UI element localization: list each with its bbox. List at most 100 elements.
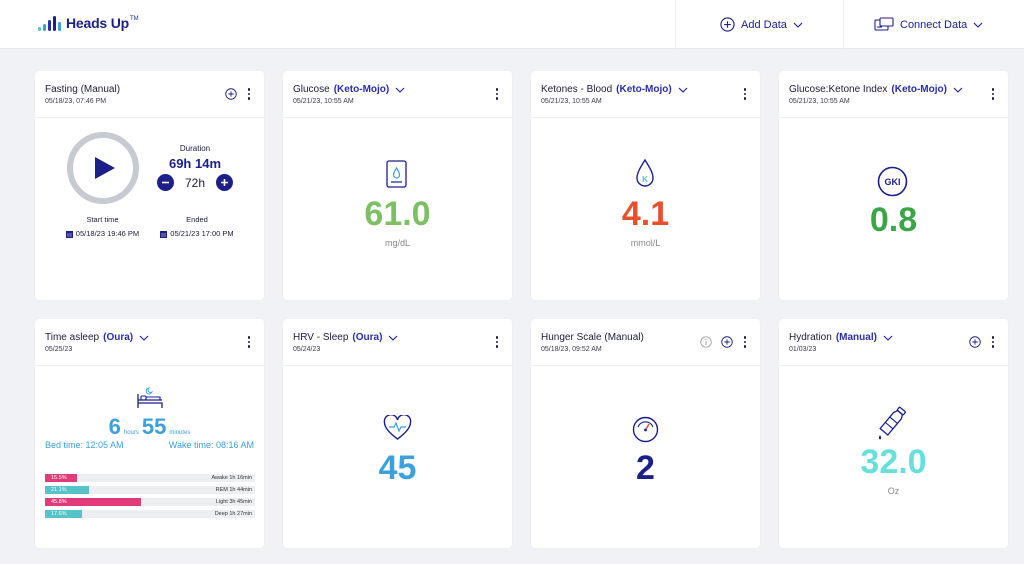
divider	[283, 365, 512, 366]
heart-icon	[383, 415, 412, 440]
chevron-down-icon	[973, 22, 983, 28]
sleep-stage-row: 15.5% Awake 1h 16min	[45, 474, 255, 482]
app-logo[interactable]: Heads Up TM	[38, 15, 139, 31]
kebab-icon[interactable]	[990, 88, 996, 100]
plus-circle-icon	[720, 17, 735, 32]
gauge-icon	[632, 416, 659, 443]
hydration-source: (Manual)	[835, 332, 877, 343]
sleep-stage-row: 21.1% REM 1h 44min	[45, 486, 255, 494]
sleep-stage-label: Deep 1h 27min	[214, 511, 252, 517]
chevron-down-icon[interactable]	[388, 335, 398, 341]
sleep-hours-label: hours	[123, 430, 139, 436]
plus-circle-icon[interactable]	[969, 336, 981, 348]
connect-data-button[interactable]: Connect Data	[843, 0, 1024, 49]
glucose-unit: mg/dL	[384, 238, 410, 248]
start-time-label: Start time	[86, 215, 119, 224]
sleep-source: (Oura)	[103, 332, 134, 343]
bottle-icon	[878, 406, 906, 440]
hunger-title: Hunger Scale (Manual)	[541, 332, 644, 343]
hydration-title-text: Hydration	[789, 332, 832, 343]
ketones-unit: mmol/L	[630, 238, 661, 248]
divider	[779, 365, 1008, 366]
chevron-down-icon	[793, 22, 803, 28]
sleep-stage-row: 45.8% Light 3h 45min	[45, 498, 255, 506]
chevron-down-icon[interactable]	[953, 87, 963, 93]
ketone-icon-letter: K	[642, 175, 648, 184]
kebab-icon[interactable]	[494, 336, 500, 348]
gki-icon: GKI	[877, 166, 908, 197]
ketones-title[interactable]: Ketones - Blood (Keto-Mojo)	[541, 84, 750, 95]
chevron-down-icon[interactable]	[139, 335, 149, 341]
sleep-title-text: Time asleep	[45, 332, 100, 343]
sleep-card: Time asleep (Oura) 05/25/23 6 hours 55 m…	[35, 319, 264, 548]
ketones-card: Ketones - Blood (Keto-Mojo) 05/21/23, 10…	[531, 71, 760, 300]
top-bar: Heads Up TM Add Data Connect Data	[0, 0, 1024, 49]
sleep-stage-fill: 21.1%	[45, 486, 89, 494]
glucose-meter-icon	[386, 160, 407, 188]
ended-value: 05/21/23 17:00 PM	[170, 229, 234, 238]
kebab-icon[interactable]	[246, 336, 252, 348]
sleep-title[interactable]: Time asleep (Oura)	[45, 332, 254, 343]
divider	[283, 117, 512, 118]
kebab-icon[interactable]	[246, 88, 252, 100]
sleep-stage-fill: 17.6%	[45, 510, 82, 518]
gki-title-text: Glucose:Ketone Index	[789, 84, 888, 95]
glucose-value: 61.0	[364, 195, 431, 233]
ketones-title-text: Ketones - Blood	[541, 84, 613, 95]
sleep-stage-fill: 15.5%	[45, 474, 77, 482]
fasting-card: Fasting (Manual) 05/18/23, 07:46 PM Dura…	[35, 71, 264, 300]
kebab-icon[interactable]	[990, 336, 996, 348]
glucose-source: (Keto-Mojo)	[333, 84, 390, 95]
trademark: TM	[129, 16, 139, 22]
hydration-title[interactable]: Hydration (Manual)	[789, 332, 998, 343]
hydration-card: Hydration (Manual) 01/03/23 32.0 Oz	[779, 319, 1008, 548]
sleep-stage-row: 17.6% Deep 1h 27min	[45, 510, 255, 518]
hrv-value: 45	[378, 449, 417, 487]
fasting-date: 05/18/23, 07:46 PM	[45, 98, 107, 105]
ended-label: Ended	[186, 215, 208, 224]
hunger-date: 05/18/23, 09:52 AM	[541, 346, 602, 353]
wake-time: Wake time: 08:16 AM	[168, 440, 254, 450]
hydration-date: 01/03/23	[789, 346, 817, 353]
hydration-unit: Oz	[887, 486, 900, 496]
connect-icon	[874, 17, 894, 31]
gki-title[interactable]: Glucose:Ketone Index (Keto-Mojo)	[789, 84, 998, 95]
minus-icon[interactable]	[157, 174, 174, 191]
gki-card: Glucose:Ketone Index (Keto-Mojo) 05/21/2…	[779, 71, 1008, 300]
ketones-value: 4.1	[621, 195, 670, 233]
gki-source: (Keto-Mojo)	[891, 84, 947, 95]
ketones-date: 05/21/23, 10:55 AM	[541, 98, 602, 105]
add-data-button[interactable]: Add Data	[675, 0, 843, 49]
fasting-play-button[interactable]	[65, 130, 141, 206]
drop-icon: K	[636, 158, 654, 187]
hydration-value: 32.0	[860, 443, 927, 481]
plus-circle-icon[interactable]	[721, 336, 733, 348]
glucose-date: 05/21/23, 10:55 AM	[293, 98, 354, 105]
glucose-card: Glucose (Keto-Mojo) 05/21/23, 10:55 AM 6…	[283, 71, 512, 300]
hrv-date: 05/24/23	[293, 346, 321, 353]
bed-icon	[137, 387, 163, 408]
kebab-icon[interactable]	[742, 336, 748, 348]
divider	[35, 365, 264, 366]
glucose-title[interactable]: Glucose (Keto-Mojo)	[293, 84, 502, 95]
plus-icon[interactable]	[216, 174, 233, 191]
sleep-minutes-label: minutes	[169, 430, 191, 436]
chevron-down-icon[interactable]	[678, 87, 688, 93]
kebab-icon[interactable]	[742, 88, 748, 100]
chevron-down-icon[interactable]	[395, 87, 405, 93]
info-icon[interactable]	[700, 336, 712, 348]
logo-bars-icon	[38, 16, 61, 31]
divider	[531, 117, 760, 118]
glucose-title-text: Glucose	[293, 84, 330, 95]
calendar-icon	[65, 230, 73, 238]
hrv-title[interactable]: HRV - Sleep (Oura)	[293, 332, 502, 343]
chevron-down-icon[interactable]	[883, 335, 893, 341]
sleep-hours: 6	[108, 414, 121, 439]
sleep-stage-label: Awake 1h 16min	[211, 475, 252, 481]
calendar-icon	[160, 230, 168, 238]
plus-circle-icon[interactable]	[225, 88, 237, 100]
kebab-icon[interactable]	[494, 88, 500, 100]
divider	[35, 117, 264, 118]
divider	[531, 365, 760, 366]
hrv-source: (Oura)	[352, 332, 383, 343]
